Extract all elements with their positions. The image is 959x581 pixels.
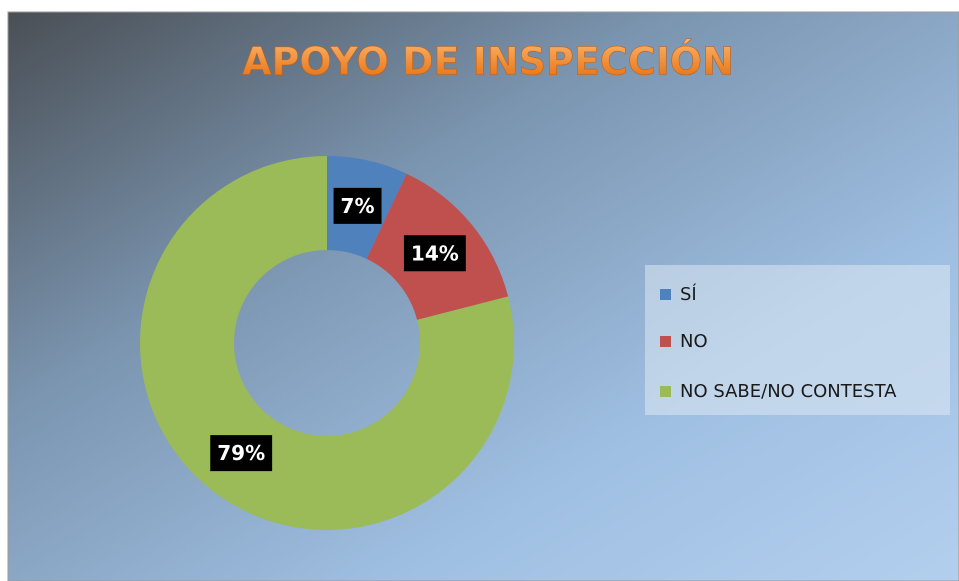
chart-title: APOYO DE INSPECCIÓN: [242, 40, 734, 84]
data-label: 7%: [341, 194, 375, 218]
data-label-box: [333, 187, 382, 224]
legend-swatch: [660, 289, 671, 300]
legend-label: SÍ: [680, 283, 697, 305]
data-label-box: [403, 235, 466, 272]
legend-label: NO SABE/NO CONTESTA: [680, 381, 897, 402]
data-label: 79%: [217, 441, 265, 465]
data-label: 14%: [411, 241, 459, 265]
legend-swatch: [660, 336, 671, 347]
data-label-box: [210, 435, 273, 472]
legend-label: NO: [680, 331, 708, 352]
legend-swatch: [660, 386, 671, 397]
legend-box: [645, 265, 950, 415]
